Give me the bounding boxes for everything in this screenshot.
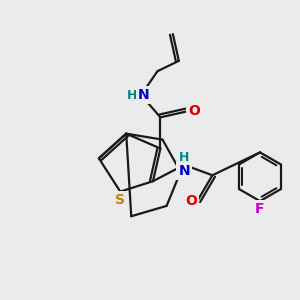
Text: F: F [255,202,265,216]
Text: O: O [188,104,200,118]
Text: N: N [138,88,149,102]
Text: S: S [115,193,125,207]
Text: H: H [179,151,189,164]
Text: N: N [178,164,190,178]
Text: O: O [185,194,197,208]
Text: H: H [127,88,137,101]
